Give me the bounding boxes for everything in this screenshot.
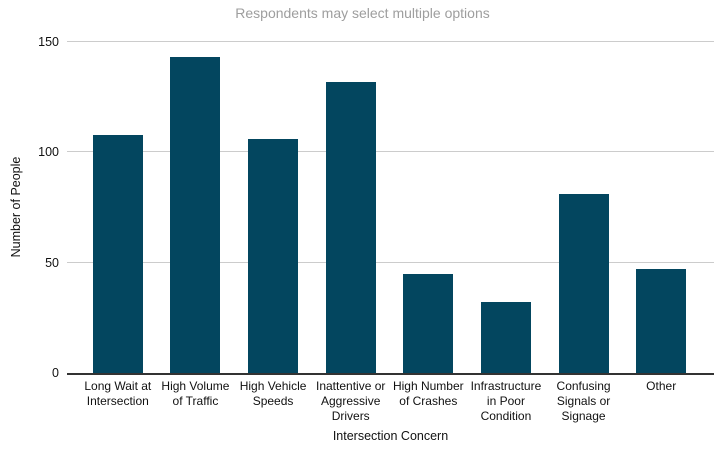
- bar-series: [79, 42, 700, 373]
- x-tick-label: Infrastructure in Poor Condition: [470, 379, 542, 423]
- bar-band: [545, 42, 623, 373]
- y-tick-label: 0: [52, 366, 59, 380]
- plot-area: [67, 41, 714, 375]
- bar: [636, 269, 687, 373]
- x-axis-title: Intersection Concern: [332, 429, 449, 443]
- gridline: [67, 151, 714, 153]
- bar-band: [312, 42, 390, 373]
- bar: [480, 302, 531, 373]
- y-tick-label: 150: [38, 35, 59, 49]
- x-tick-label: Confusing Signals or Signage: [556, 379, 611, 423]
- x-tick-label: High Number of Crashes: [392, 379, 464, 408]
- y-tick-label: 100: [38, 145, 59, 160]
- bar-band: [79, 42, 157, 373]
- bar: [558, 194, 609, 373]
- x-tick-label: Inattentive or Aggressive Drivers: [316, 379, 386, 423]
- bar: [92, 134, 143, 373]
- gridline: [67, 261, 714, 263]
- x-axis-baseline: [67, 373, 714, 375]
- gridline: [67, 41, 714, 42]
- bar: [170, 57, 221, 373]
- y-tick-label: 50: [45, 255, 59, 270]
- bar: [248, 139, 299, 373]
- bar-band: [390, 42, 468, 373]
- x-tick-label: Long Wait at Intersection: [84, 379, 152, 408]
- bar: [403, 273, 454, 373]
- x-tick-label: High Vehicle Speeds: [239, 379, 307, 408]
- x-tick-label: High Volume of Traffic: [161, 379, 230, 408]
- bar-band: [467, 42, 545, 373]
- bar-band: [157, 42, 235, 373]
- x-tick-label: Other: [646, 379, 677, 393]
- bar-band: [234, 42, 312, 373]
- bar-band: [622, 42, 700, 373]
- chart-title: Respondents may select multiple options: [235, 5, 490, 21]
- bar: [325, 81, 376, 373]
- y-axis-tick-labels: 0 50 100 150: [0, 35, 59, 380]
- x-axis-tick-labels: Long Wait at Intersection High Volume of …: [79, 379, 700, 424]
